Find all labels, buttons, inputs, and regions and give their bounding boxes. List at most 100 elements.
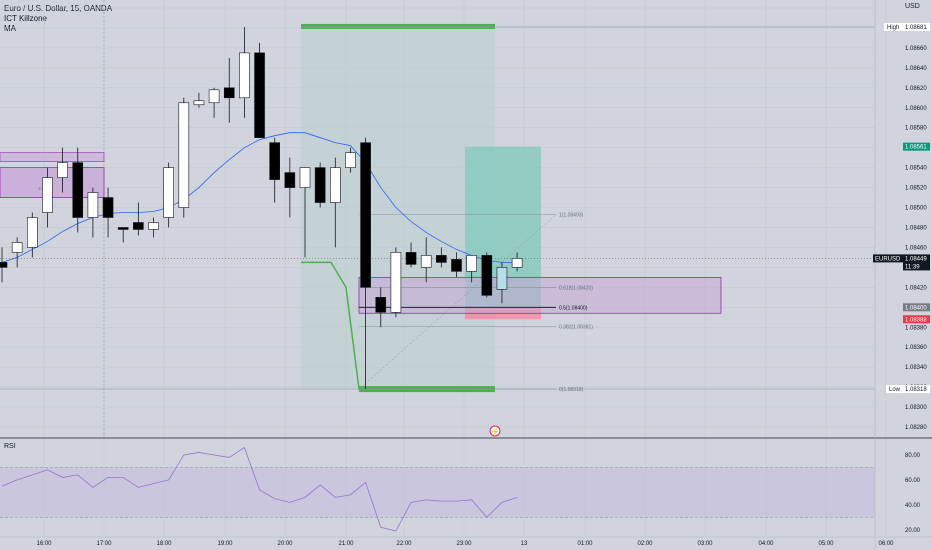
drawing-zones: 1.08471⚡ [0,23,875,437]
candle[interactable] [511,252,523,272]
price-tick-label: 1.08340 [905,365,927,371]
candle[interactable] [451,252,462,278]
time-tick-label: 19:00 [217,541,233,547]
candle[interactable] [133,202,144,236]
candle[interactable] [148,217,159,238]
fib-label-0: 0(1.08318) [559,387,584,393]
candle-body [148,222,159,230]
candle[interactable] [345,147,356,173]
candle-body [178,102,190,208]
candle-body [375,297,387,313]
candle[interactable] [193,92,205,108]
candle[interactable] [329,157,341,248]
price-tick-label: 1.08620 [905,86,927,92]
candle[interactable] [117,227,129,243]
last-price-tag-bg [903,254,930,271]
price-tick-label: 1.08480 [905,225,927,231]
price-tags: High 1.08681 1.08561 EURUSD 1.08449 11:39 1.08… [873,22,930,394]
candle[interactable] [87,187,99,238]
rsi-tick-label: 40.00 [905,503,921,509]
candle-body [26,217,38,248]
flash-icon [489,425,501,437]
time-tick-label: 05:00 [818,541,834,547]
candle-body [496,267,508,290]
candle[interactable] [11,237,23,268]
time-tick-label: 17:00 [96,541,112,547]
candle[interactable] [57,147,68,193]
candle[interactable] [436,247,447,268]
candle-body [481,255,493,296]
candle[interactable] [299,167,311,258]
candle-body [102,197,114,218]
candle[interactable] [239,26,250,118]
time-tick-label: 04:00 [758,541,774,547]
flash-glyph: ⚡ [491,427,500,436]
rsi-label: RSI [4,443,16,450]
candle[interactable] [284,157,296,218]
candle[interactable] [466,255,477,283]
candle-body [466,255,477,272]
rsi-line [1,446,518,532]
candle[interactable] [420,237,432,283]
indicator-ma[interactable]: MA [4,24,16,33]
candle[interactable] [405,242,417,268]
candle[interactable] [496,262,508,304]
candle[interactable] [314,162,326,208]
candle-body [223,87,235,99]
candle[interactable] [26,212,38,258]
symbol-title[interactable]: Euro / U.S. Dollar, 15, OANDA [4,4,113,13]
fib-label-0.5: 0.5(1.08400) [559,305,588,311]
candle[interactable] [102,187,114,238]
candle-body [163,167,174,218]
candle[interactable] [208,87,220,118]
time-tick-label: 18:00 [156,541,172,547]
candle-body [117,227,129,230]
low-tag-bg [886,385,904,394]
candle-body [360,142,371,288]
time-tick-label: 21:00 [338,541,354,547]
candle[interactable] [223,57,235,123]
candle-body [87,192,99,218]
price-tick-label: 1.08580 [905,126,927,132]
rsi-band [0,467,875,518]
candle-body [239,52,250,99]
candle[interactable] [375,287,387,328]
indicator-ict-killzone[interactable]: ICT Killzone [4,14,47,23]
candle[interactable] [72,147,84,233]
candle-body [511,258,523,268]
candle[interactable] [42,167,53,228]
candle-body [72,162,84,218]
candle-body [299,167,311,188]
candle[interactable] [163,162,174,228]
fib-label-1: 1(1.08493) [559,213,584,219]
candle-body [329,167,341,203]
candle[interactable] [178,97,190,218]
candle[interactable] [269,137,281,203]
candle[interactable] [0,247,8,283]
candle-body [133,222,144,230]
time-tick-label: 01:00 [577,541,593,547]
candle-body [284,172,296,188]
entry-price-tag-bg [903,303,930,312]
candle[interactable] [360,137,371,390]
candle[interactable] [254,42,265,138]
price-tick-label: 1.08540 [905,166,927,172]
price-tick-label: 1.08280 [905,425,927,431]
candle-body [451,259,462,272]
price-tick-label: 1.08380 [905,325,927,331]
symbol-tag: EURUSD [875,256,901,262]
killzone-box-right [358,276,722,314]
price-tick-label: 1.08600 [905,106,927,112]
moving-average [1,132,518,263]
stop-price-tag-bg [903,315,930,324]
candle[interactable] [481,252,493,298]
time-tick-label: 13 [521,541,528,547]
price-tick-label: 1.08420 [905,285,927,291]
time-tick-label: 03:00 [697,541,713,547]
rsi-tick-label: 60.00 [905,478,921,484]
price-tick-label: 1.08640 [905,66,927,72]
candle[interactable] [390,247,402,318]
time-tick-label: 16:00 [36,541,52,547]
candle-body [0,262,8,268]
